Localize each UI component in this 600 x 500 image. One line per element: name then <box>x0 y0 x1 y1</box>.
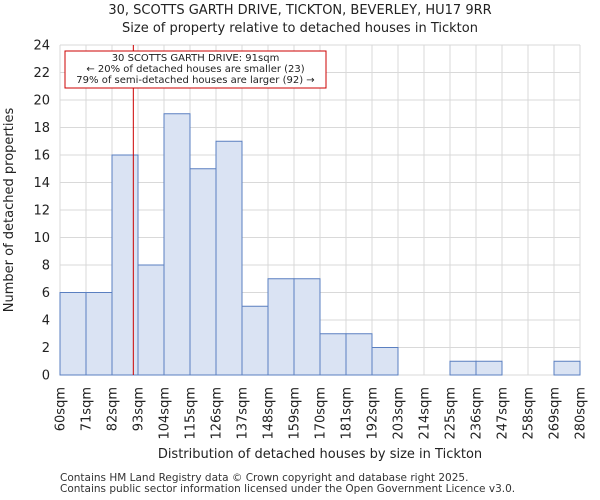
bar <box>59 292 87 376</box>
y-axis-label: Number of detached properties <box>2 108 17 313</box>
bar <box>553 360 581 376</box>
x-tick-label: 236sqm <box>470 387 485 440</box>
y-tick-label: 12 <box>33 204 50 219</box>
x-tick-label: 225sqm <box>444 387 459 440</box>
footer-copyright: Contains HM Land Registry data © Crown c… <box>60 472 469 484</box>
x-tick-label: 258sqm <box>522 387 537 440</box>
bar <box>293 278 321 376</box>
x-tick-label: 192sqm <box>366 387 381 440</box>
annotation-line-2: ← 20% of detached houses are smaller (23… <box>86 64 304 75</box>
x-tick-label: 60sqm <box>54 387 69 431</box>
annotation-border <box>64 50 327 89</box>
bar <box>137 264 165 376</box>
bar <box>449 360 477 376</box>
bar <box>475 360 503 376</box>
x-tick-label: 269sqm <box>548 387 563 440</box>
y-tick-label: 24 <box>33 39 50 54</box>
y-tick-label: 2 <box>42 341 50 356</box>
x-tick-label: 93sqm <box>132 387 147 431</box>
x-tick-label: 181sqm <box>340 387 355 440</box>
x-tick-label: 137sqm <box>236 387 251 440</box>
y-tick-label: 16 <box>33 149 50 164</box>
bar <box>215 140 243 376</box>
y-tick-label: 4 <box>42 314 50 329</box>
chart-title: 30, SCOTTS GARTH DRIVE, TICKTON, BEVERLE… <box>108 3 491 18</box>
y-tick-label: 14 <box>33 176 50 191</box>
y-tick-label: 10 <box>33 231 50 246</box>
x-tick-label: 170sqm <box>314 387 329 440</box>
bar <box>189 168 217 376</box>
x-tick-label: 104sqm <box>158 387 173 440</box>
bar <box>241 305 269 376</box>
y-tick-label: 18 <box>33 121 50 136</box>
x-tick-label: 280sqm <box>574 387 589 440</box>
y-tick-label: 0 <box>42 369 50 384</box>
x-tick-label: 148sqm <box>262 387 277 440</box>
y-tick-label: 8 <box>42 259 50 274</box>
x-tick-label: 115sqm <box>184 387 199 440</box>
bar <box>345 333 373 376</box>
y-tick-label: 20 <box>33 94 50 109</box>
x-tick-label: 126sqm <box>210 387 225 440</box>
y-tick-label: 22 <box>33 66 50 81</box>
y-tick-label: 6 <box>42 286 50 301</box>
x-tick-label: 247sqm <box>496 387 511 440</box>
x-axis-ticks: 60sqm 71sqm 82sqm 93sqm 104sqm 115sqm 126sqm 13… <box>54 387 589 440</box>
x-tick-label: 159sqm <box>288 387 303 440</box>
bar <box>267 278 295 376</box>
annotation-box: 30 SCOTTS GARTH DRIVE: 91sqm ← 20% of de… <box>64 50 327 89</box>
x-axis-label: Distribution of detached houses by size … <box>158 447 482 462</box>
annotation-line-1: 30 SCOTTS GARTH DRIVE: 91sqm <box>112 53 280 64</box>
chart-subtitle: Size of property relative to detached ho… <box>122 21 478 36</box>
x-tick-label: 214sqm <box>418 387 433 440</box>
bar <box>319 333 347 376</box>
x-tick-label: 71sqm <box>80 387 95 431</box>
bar <box>85 292 113 376</box>
bar <box>111 154 139 376</box>
x-tick-label: 82sqm <box>106 387 121 431</box>
bar <box>371 347 399 376</box>
x-tick-label: 203sqm <box>392 387 407 440</box>
annotation-line-3: 79% of semi-detached houses are larger (… <box>76 75 314 86</box>
footer-licence: Contains public sector information licen… <box>60 483 516 495</box>
bar <box>163 113 191 376</box>
